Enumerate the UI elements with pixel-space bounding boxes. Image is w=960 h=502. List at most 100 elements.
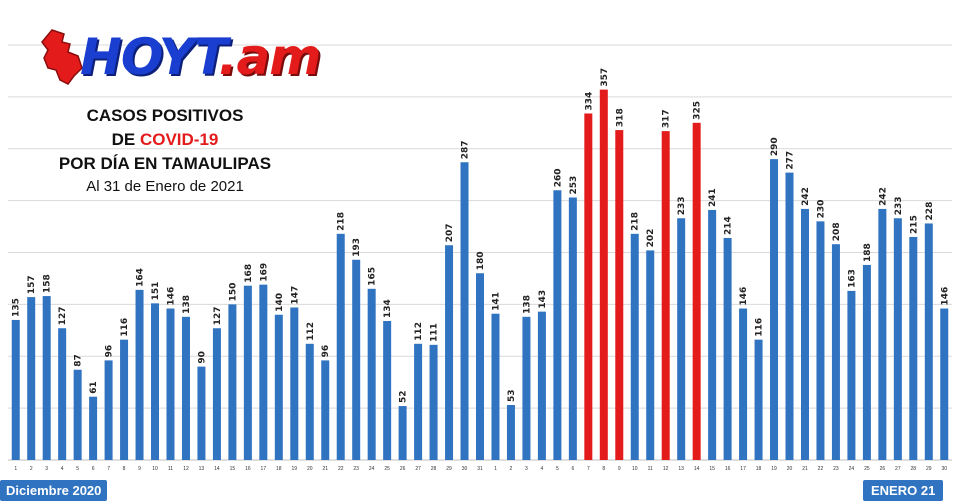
- bar-value-label: 134: [383, 299, 393, 318]
- x-tick-label: 26: [400, 466, 406, 472]
- x-tick-label: 12: [183, 466, 189, 472]
- bar: [878, 208, 887, 460]
- x-tick-label: 21: [802, 466, 808, 472]
- x-tick-label: 23: [353, 466, 359, 472]
- bar-value-label: 317: [662, 109, 672, 128]
- logo-main: HOYT: [80, 28, 220, 86]
- bar-value-label: 260: [553, 168, 563, 187]
- bar: [321, 360, 330, 460]
- x-tick-label: 15: [230, 466, 236, 472]
- title-line-3: POR DÍA EN TAMAULIPAS: [58, 154, 272, 173]
- bar: [661, 131, 670, 461]
- x-tick-label: 18: [756, 466, 762, 472]
- x-tick-label: 6: [571, 466, 574, 472]
- x-tick-label: 21: [322, 466, 328, 472]
- x-tick-label: 4: [61, 466, 64, 472]
- month-label-december: Diciembre 2020: [0, 480, 108, 501]
- x-tick-label: 13: [678, 466, 684, 472]
- x-tick-label: 3: [525, 466, 528, 472]
- bar: [568, 197, 577, 460]
- bar-value-label: 202: [646, 229, 656, 248]
- bar-value-label: 357: [600, 68, 610, 87]
- x-tick-label: 29: [926, 466, 932, 472]
- bar: [723, 237, 732, 460]
- bar-value-label: 87: [74, 354, 84, 367]
- x-tick-label: 22: [818, 466, 824, 472]
- x-tick-label: 24: [369, 466, 375, 472]
- bar-value-label: 157: [27, 275, 37, 294]
- x-tick-label: 27: [895, 466, 901, 472]
- bar: [584, 113, 593, 460]
- bar: [770, 159, 779, 461]
- tamaulipas-map-icon: [41, 29, 83, 85]
- bar: [58, 328, 67, 460]
- x-tick-label: 11: [648, 466, 653, 472]
- bar: [924, 223, 933, 460]
- bar-value-label: 218: [337, 212, 347, 231]
- x-tick-label: 3: [45, 466, 48, 472]
- x-tick-label: 13: [199, 466, 205, 472]
- chart-bars: [11, 89, 949, 461]
- x-tick-label: 2: [30, 466, 33, 472]
- x-tick-label: 20: [787, 466, 793, 472]
- bar: [89, 396, 98, 460]
- bar: [785, 172, 794, 461]
- bar: [816, 221, 825, 460]
- bar: [27, 297, 36, 460]
- title-line-2: DE COVID-19: [40, 128, 290, 152]
- bar: [677, 218, 686, 460]
- bar: [445, 245, 454, 460]
- x-tick-label: 9: [618, 466, 621, 472]
- bar: [151, 303, 160, 460]
- bar-value-label: 146: [739, 287, 749, 306]
- bar-value-label: 112: [414, 322, 424, 341]
- bar-value-label: 228: [925, 202, 935, 221]
- bar: [893, 218, 902, 460]
- x-tick-label: 24: [849, 466, 855, 472]
- bar: [212, 328, 221, 460]
- x-tick-label: 23: [833, 466, 839, 472]
- x-tick-label: 19: [771, 466, 777, 472]
- x-tick-label: 6: [92, 466, 95, 472]
- bar-value-label: 135: [12, 298, 22, 317]
- bar-value-label: 165: [368, 267, 378, 286]
- x-tick-label: 14: [694, 466, 700, 472]
- bar-value-label: 116: [120, 318, 130, 337]
- bar-value-label: 127: [58, 306, 68, 325]
- bar: [847, 290, 856, 460]
- bar-value-label: 146: [940, 287, 950, 306]
- bar-value-label: 147: [290, 286, 300, 305]
- x-tick-label: 7: [107, 466, 110, 472]
- bar-value-label: 53: [507, 389, 517, 402]
- bar-value-label: 116: [755, 318, 765, 337]
- bar-value-label: 334: [584, 92, 594, 111]
- bar-value-label: 168: [244, 264, 254, 283]
- x-tick-label: 7: [587, 466, 590, 472]
- x-tick-label: 15: [709, 466, 715, 472]
- x-tick-label: 2: [510, 466, 513, 472]
- bar: [692, 122, 701, 460]
- bar-value-label: 151: [151, 282, 161, 301]
- bar: [11, 319, 20, 460]
- bar-value-label: 242: [801, 187, 811, 206]
- bar-value-label: 61: [89, 381, 99, 394]
- x-tick-label: 8: [602, 466, 605, 472]
- month-label-january: ENERO 21: [863, 480, 944, 501]
- bar-value-label: 164: [136, 268, 146, 287]
- bar: [414, 343, 423, 460]
- bar-value-label: 230: [816, 200, 826, 219]
- bar-value-label: 138: [182, 295, 192, 314]
- bar-value-label: 318: [615, 108, 625, 127]
- bar-value-label: 290: [770, 137, 780, 156]
- bar: [336, 233, 345, 460]
- bar: [630, 233, 639, 460]
- bar: [599, 89, 608, 461]
- bar-value-label: 180: [476, 251, 486, 270]
- chart-value-labels: 135 157 158 127 87 61 96 116 164 151 146 138 90 127 15…: [12, 68, 951, 403]
- x-tick-label: 25: [384, 466, 390, 472]
- bar-value-label: 163: [847, 269, 857, 288]
- bar: [491, 313, 500, 460]
- bar: [367, 288, 376, 460]
- bar-value-label: 214: [724, 216, 734, 235]
